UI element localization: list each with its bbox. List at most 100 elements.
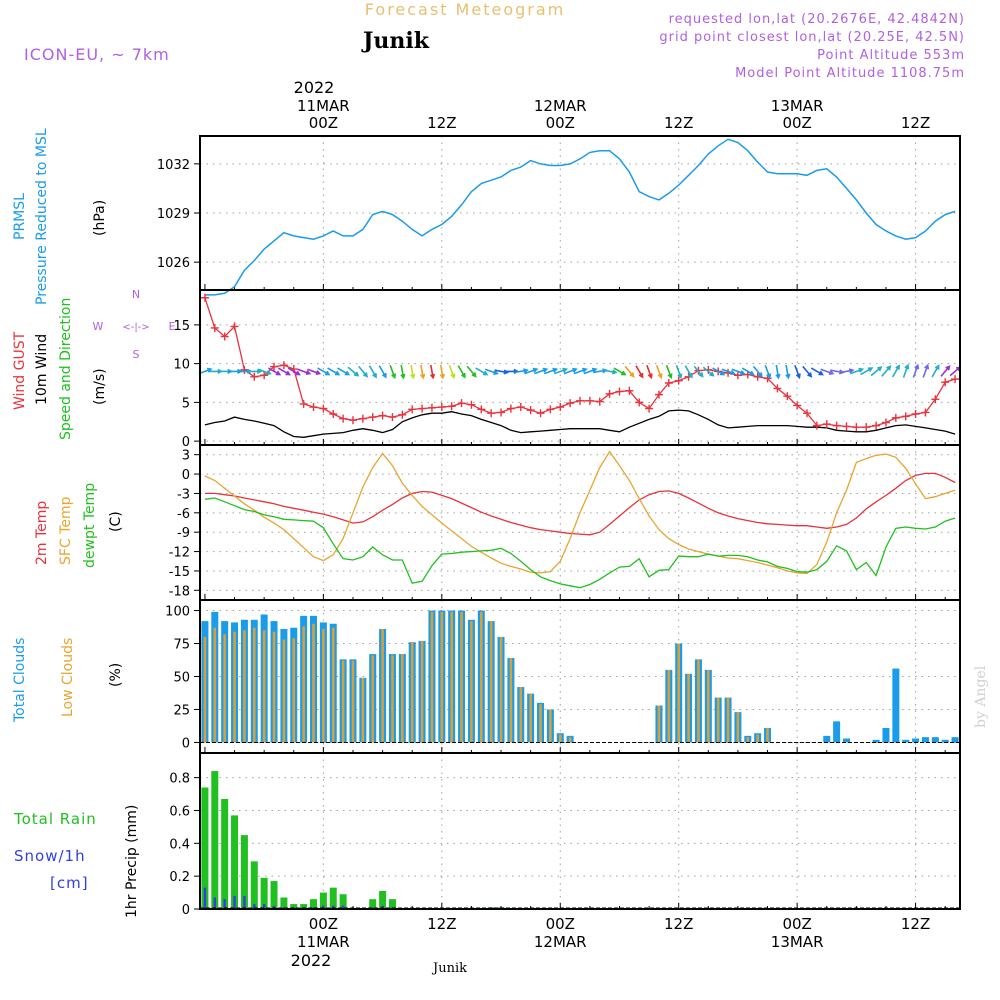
wind-direction-arrow xyxy=(721,368,736,375)
total-clouds-bar xyxy=(882,727,890,743)
clouds-ytick-label: 50 xyxy=(173,671,190,686)
wind-gust-point xyxy=(576,396,584,405)
wind-gust-point xyxy=(872,421,881,430)
wind-gust-point xyxy=(941,378,950,387)
bottom-date-label: 12MAR xyxy=(534,933,587,951)
wind-direction-arrow xyxy=(466,365,477,378)
snow-bar xyxy=(272,905,276,909)
rain-bar xyxy=(388,899,396,909)
wind-direction-arrow xyxy=(553,367,568,375)
wind-10m-line xyxy=(204,409,956,438)
low-clouds-bar xyxy=(450,611,453,743)
wind-direction-arrow xyxy=(327,367,341,376)
wind-direction-arrow xyxy=(850,367,865,375)
dewpt-label: dewpt Temp xyxy=(82,483,98,568)
wind-gust-point xyxy=(368,413,377,422)
wind-gust-point xyxy=(901,412,910,421)
low-clouds-label: Low Clouds xyxy=(60,638,76,717)
wind-gust-point xyxy=(832,421,841,430)
snow-bar xyxy=(341,905,345,909)
wind-direction-arrow xyxy=(420,364,426,380)
low-clouds-bar xyxy=(430,611,434,743)
rain-bar xyxy=(379,890,387,909)
wind-gust-point xyxy=(339,414,348,423)
temp-ytick-label: -6 xyxy=(177,507,190,522)
pressure-ytick-label: 1032 xyxy=(157,158,190,173)
low-clouds-bar xyxy=(756,734,759,743)
wind-direction-arrow xyxy=(624,365,635,378)
total-rain-label: Total Rain xyxy=(13,810,97,828)
temp-ytick-label: 3 xyxy=(182,449,190,464)
rain-bar xyxy=(231,815,239,909)
low-clouds-bar xyxy=(499,636,503,743)
wind-labels: Wind GUST 10m Wind Speed and Direction (… xyxy=(12,288,176,440)
top-year-label: 2022 xyxy=(294,78,335,97)
wind-gust-point xyxy=(329,410,338,418)
temp-ytick-label: -15 xyxy=(169,565,190,580)
wind-direction-arrow xyxy=(775,364,781,380)
low-clouds-bar xyxy=(371,655,375,743)
bottom-time-label: 12Z xyxy=(664,915,693,933)
wind-gust-point xyxy=(654,390,663,399)
bottom-time-label: 00Z xyxy=(782,915,811,933)
wind-gust-point xyxy=(536,409,545,418)
low-clouds-bar xyxy=(252,627,256,743)
snow-bar xyxy=(223,899,226,909)
t2m-label: 2m Temp xyxy=(34,501,50,565)
low-clouds-bar xyxy=(391,655,394,743)
wind-direction-arrow xyxy=(940,365,951,377)
wind-gust-point xyxy=(773,384,782,393)
wind-gust-point xyxy=(951,375,960,384)
location-title: Junik xyxy=(361,28,430,54)
wind-direction-arrow xyxy=(448,365,456,380)
temperature-labels: 2m Temp SFC Temp dewpt Temp (C) xyxy=(34,483,124,568)
low-clouds-bar xyxy=(766,727,769,743)
low-clouds-bar xyxy=(736,712,740,743)
low-clouds-bar xyxy=(489,621,493,743)
low-clouds-bar xyxy=(707,669,710,743)
wind-gust-point xyxy=(733,371,742,380)
low-clouds-bar xyxy=(479,611,483,743)
pressure-line xyxy=(204,138,956,296)
low-clouds-bar xyxy=(292,638,296,743)
rain-bar xyxy=(221,798,229,909)
wind-gust-point xyxy=(220,332,229,341)
clouds-panel: 0 25 50 75 100 xyxy=(165,599,961,754)
low-clouds-bar xyxy=(470,621,473,743)
rain-bar xyxy=(211,771,219,909)
total-clouds-bar xyxy=(941,739,949,743)
low-clouds-bar xyxy=(272,631,276,743)
model-label: ICON-EU, ~ 7km xyxy=(24,45,170,64)
credit-watermark: by Angel xyxy=(973,665,989,728)
wind-direction-arrow xyxy=(635,365,644,379)
wind-direction-arrow xyxy=(802,365,813,378)
wind-10m-label: 10m Wind xyxy=(34,334,50,405)
wind-direction-arrow xyxy=(287,367,301,376)
wind-gust-point xyxy=(664,379,673,387)
wind-direction-arrow xyxy=(583,367,598,375)
wind-gust-point xyxy=(299,399,308,408)
wind-gust-point xyxy=(585,396,594,405)
wind-direction-arrow xyxy=(820,368,835,375)
precip-ytick-label: 0.6 xyxy=(169,804,190,819)
rain-bar xyxy=(240,835,248,909)
top-time-label: 12Z xyxy=(901,114,930,132)
total-clouds-bar xyxy=(902,739,910,743)
top-time-label: 00Z xyxy=(309,114,338,132)
wind-gust-point xyxy=(674,376,683,385)
low-clouds-bar xyxy=(657,705,661,743)
low-clouds-bar xyxy=(282,639,286,743)
wind-direction-arrow xyxy=(307,368,322,375)
temp-ytick-label: -9 xyxy=(177,526,190,541)
wind-direction-arrow xyxy=(741,367,755,376)
wind-direction-arrow xyxy=(752,365,763,378)
wind-direction-arrow xyxy=(922,363,930,378)
wind-gust-point xyxy=(418,404,427,413)
total-clouds-bar xyxy=(833,721,841,743)
wind-direction-arrow xyxy=(931,364,940,378)
total-clouds-bar xyxy=(931,737,939,743)
wind-direction-arrow xyxy=(337,367,351,376)
wind-panel: 0 5 10 15 xyxy=(173,289,962,450)
grid-lonlat: grid point closest lon,lat (20.25E, 42.5… xyxy=(659,30,965,45)
